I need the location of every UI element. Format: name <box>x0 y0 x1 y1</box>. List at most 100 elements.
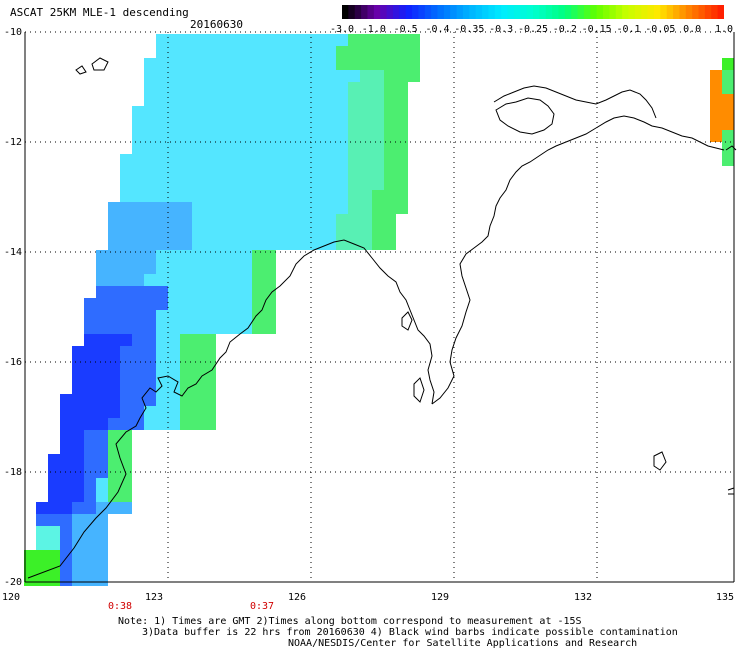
swath-cell <box>192 370 204 382</box>
swath-cell <box>312 178 324 190</box>
swath-cell <box>84 394 96 406</box>
swath-cell <box>408 70 420 82</box>
swath-cell <box>192 334 204 346</box>
swath-cell <box>120 238 132 250</box>
swath-cell <box>84 526 96 538</box>
swath-cell <box>72 478 84 490</box>
swath-cell <box>240 106 252 118</box>
swath-cell <box>348 106 360 118</box>
wind-swath-east <box>710 58 734 166</box>
swath-cell <box>72 418 84 430</box>
swath-cell <box>168 214 180 226</box>
swath-cell <box>252 190 264 202</box>
swath-cell <box>204 190 216 202</box>
colorbar-segment <box>348 5 356 19</box>
swath-cell <box>240 130 252 142</box>
swath-cell <box>228 298 240 310</box>
coastline-kimberley <box>27 239 435 579</box>
swath-cell <box>168 334 180 346</box>
swath-cell <box>312 130 324 142</box>
swath-cell <box>312 58 324 70</box>
swath-cell <box>204 322 216 334</box>
swath-cell <box>72 358 84 370</box>
swath-cell <box>276 214 288 226</box>
swath-cell <box>180 130 192 142</box>
swath-cell <box>336 142 348 154</box>
swath-cell <box>336 70 348 82</box>
swath-cell <box>192 286 204 298</box>
swath-cell <box>240 46 252 58</box>
swath-cell <box>120 442 132 454</box>
swath-cell <box>132 298 144 310</box>
swath-cell <box>264 250 276 262</box>
swath-cell <box>156 358 168 370</box>
swath-cell <box>120 346 132 358</box>
swath-cell <box>204 262 216 274</box>
swath-cell <box>192 178 204 190</box>
swath-cell <box>372 166 384 178</box>
colorbar-tick-label: -0.25 <box>517 24 549 35</box>
swath-cell <box>168 94 180 106</box>
swath-cell <box>168 406 180 418</box>
swath-cell <box>120 406 132 418</box>
colorbar-segment <box>373 5 381 19</box>
swath-cell <box>96 442 108 454</box>
swath-cell <box>216 94 228 106</box>
swath-cell <box>144 418 156 430</box>
swath-cell <box>324 70 336 82</box>
swath-cell <box>144 310 156 322</box>
colorbar-segment <box>342 5 349 19</box>
swath-cell <box>252 46 264 58</box>
swath-cell <box>300 238 312 250</box>
swath-cell <box>276 46 288 58</box>
swath-cell <box>264 34 276 46</box>
swath-cell <box>204 238 216 250</box>
swath-cell <box>156 334 168 346</box>
swath-cell <box>348 34 360 46</box>
swath-cell <box>336 154 348 166</box>
swath-cell <box>240 262 252 274</box>
lat-label-20: -20 <box>4 577 23 588</box>
swath-cell <box>120 286 132 298</box>
swath-cell <box>348 166 360 178</box>
colorbar-segment <box>405 5 413 19</box>
swath-cell <box>264 94 276 106</box>
swath-cell <box>324 118 336 130</box>
swath-cell <box>120 298 132 310</box>
colorbar-segment <box>456 5 464 19</box>
swath-cell <box>168 394 180 406</box>
swath-cell <box>132 106 144 118</box>
swath-cell <box>384 166 396 178</box>
colorbar-segment <box>533 5 540 19</box>
swath-cell <box>132 346 144 358</box>
swath-cell <box>84 574 96 586</box>
colorbar-segment <box>692 5 700 19</box>
swath-cell <box>36 562 48 574</box>
swath-cell <box>144 250 156 262</box>
colorbar-segment <box>571 5 579 19</box>
swath-cell <box>132 226 144 238</box>
swath-cell <box>204 214 216 226</box>
swath-cell <box>72 454 84 466</box>
swath-cell <box>240 310 252 322</box>
swath-cell <box>360 82 372 94</box>
swath-cell <box>288 202 300 214</box>
swath-cell <box>144 226 156 238</box>
swath-cell <box>276 58 288 70</box>
swath-cell <box>360 130 372 142</box>
swath-cell <box>240 178 252 190</box>
swath-cell <box>240 142 252 154</box>
swath-cell <box>264 58 276 70</box>
swath-cell <box>192 250 204 262</box>
swath-cell <box>168 286 180 298</box>
swath-cell <box>132 322 144 334</box>
swath-cell <box>144 394 156 406</box>
swath-cell <box>360 34 372 46</box>
swath-cell <box>276 238 288 250</box>
colorbar-tick-label: -3.0 <box>329 24 355 35</box>
lon-label-129: 129 <box>431 592 450 603</box>
swath-cell <box>72 526 84 538</box>
swath-cell <box>276 142 288 154</box>
swath-cell <box>228 226 240 238</box>
swath-cell <box>96 418 108 430</box>
